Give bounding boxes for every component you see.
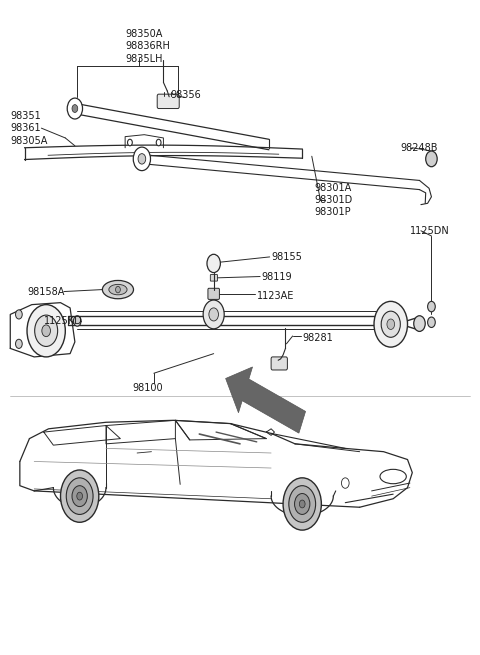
Circle shape <box>283 478 322 530</box>
Text: 98351
98361
98305A: 98351 98361 98305A <box>10 111 48 145</box>
Circle shape <box>426 151 437 167</box>
Circle shape <box>156 140 161 146</box>
Text: 98350A
98836RH
9835LH: 98350A 98836RH 9835LH <box>125 29 170 64</box>
Circle shape <box>138 154 146 164</box>
Circle shape <box>66 478 93 514</box>
Text: 98248B: 98248B <box>400 143 438 153</box>
Circle shape <box>387 319 395 329</box>
FancyBboxPatch shape <box>210 274 217 281</box>
Circle shape <box>289 485 316 522</box>
Circle shape <box>116 286 120 293</box>
Text: 98158A: 98158A <box>27 286 64 297</box>
Text: 1123AE: 1123AE <box>257 291 294 301</box>
Circle shape <box>72 105 78 113</box>
Circle shape <box>428 317 435 328</box>
Circle shape <box>381 311 400 337</box>
Text: 98100: 98100 <box>132 383 163 392</box>
Text: 98281: 98281 <box>302 333 333 343</box>
Circle shape <box>72 485 87 506</box>
Circle shape <box>35 315 58 346</box>
Text: 1125KD: 1125KD <box>44 316 83 326</box>
Circle shape <box>60 470 99 522</box>
Text: 98356: 98356 <box>170 90 201 100</box>
Ellipse shape <box>102 280 133 299</box>
Circle shape <box>67 98 83 119</box>
Circle shape <box>428 301 435 312</box>
Circle shape <box>15 339 22 348</box>
Circle shape <box>42 325 50 337</box>
Circle shape <box>27 305 65 357</box>
FancyBboxPatch shape <box>271 357 288 370</box>
Circle shape <box>341 478 349 488</box>
Text: 1125DN: 1125DN <box>410 226 450 236</box>
Circle shape <box>133 147 151 171</box>
FancyBboxPatch shape <box>157 94 179 109</box>
FancyBboxPatch shape <box>208 288 219 299</box>
Circle shape <box>209 308 218 321</box>
Circle shape <box>374 301 408 347</box>
Ellipse shape <box>109 284 127 295</box>
Circle shape <box>295 493 310 514</box>
Circle shape <box>203 300 224 329</box>
Circle shape <box>207 254 220 272</box>
Circle shape <box>77 492 83 500</box>
Text: 98301A
98301D
98301P: 98301A 98301D 98301P <box>314 183 352 217</box>
Circle shape <box>15 310 22 319</box>
Circle shape <box>414 316 425 331</box>
Text: 98119: 98119 <box>262 272 292 282</box>
Circle shape <box>300 500 305 508</box>
Circle shape <box>73 316 81 326</box>
Polygon shape <box>226 367 306 433</box>
Text: 98155: 98155 <box>271 252 302 262</box>
Circle shape <box>128 140 132 146</box>
